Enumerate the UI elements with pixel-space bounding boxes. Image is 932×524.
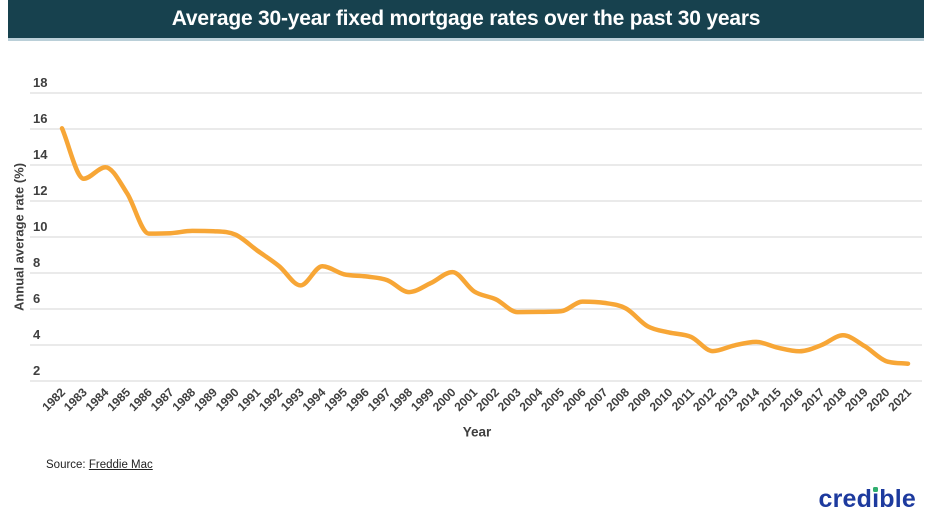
x-tick-label: 2004 [517, 385, 546, 414]
x-tick-label: 1999 [408, 385, 437, 414]
x-tick-label: 1990 [213, 385, 242, 414]
y-tick-label: 12 [33, 183, 47, 198]
x-tick-label: 2017 [799, 385, 828, 414]
source-label: Source: [46, 459, 86, 471]
x-tick-label: 2008 [603, 385, 632, 414]
x-tick-label: 2015 [755, 385, 784, 414]
x-tick-label: 1995 [321, 385, 350, 414]
y-axis-title: Annual average rate (%) [11, 162, 27, 312]
x-tick-label: 1994 [300, 385, 329, 414]
x-tick-label: 2016 [777, 385, 806, 414]
x-tick-label: 1986 [126, 385, 155, 414]
x-tick-label: 2009 [625, 385, 654, 414]
y-tick-label: 14 [33, 147, 48, 162]
x-tick-label: 1991 [235, 385, 264, 414]
x-tick-label: 1998 [386, 385, 415, 414]
x-axis-title: Year [462, 424, 492, 440]
x-tick-label: 2021 [885, 385, 914, 414]
x-tick-label: 2020 [864, 385, 893, 414]
y-tick-label: 2 [33, 363, 40, 378]
logo-i-green-dot: ı [872, 485, 880, 513]
x-tick-label: 2006 [560, 385, 589, 414]
x-tick-label: 1989 [191, 385, 220, 414]
x-tick-label: 1992 [256, 385, 285, 414]
x-tick-label: 1984 [83, 385, 112, 414]
x-tick-label: 1996 [343, 385, 372, 414]
x-tick-label: 1982 [39, 385, 68, 414]
y-tick-label: 10 [33, 219, 47, 234]
x-tick-label: 1997 [365, 385, 394, 414]
y-tick-label: 16 [33, 111, 47, 126]
x-tick-label: 2011 [669, 385, 698, 414]
x-tick-label: 2005 [538, 385, 567, 414]
x-tick-label: 2019 [842, 385, 871, 414]
x-tick-label: 1985 [104, 385, 133, 414]
y-tick-label: 8 [33, 255, 40, 270]
x-tick-label: 2001 [451, 385, 480, 414]
y-tick-label: 18 [33, 75, 47, 90]
source-link[interactable]: Freddie Mac [88, 459, 153, 471]
x-tick-label: 1988 [169, 385, 198, 414]
chart-title-bar: Average 30-year fixed mortgage rates ove… [8, 0, 924, 41]
logo-text-pre: cred [818, 485, 873, 513]
y-tick-label: 4 [33, 327, 41, 342]
logo-text-post: ble [879, 485, 916, 513]
x-tick-label: 2010 [647, 385, 676, 414]
credible-logo: credıble [819, 485, 917, 514]
x-tick-label: 2018 [820, 385, 849, 414]
source-note: Source: Freddie Mac [46, 459, 153, 471]
chart-title: Average 30-year fixed mortgage rates ove… [171, 7, 761, 30]
x-tick-label: 2002 [473, 385, 502, 414]
x-tick-label: 2013 [712, 385, 741, 414]
x-tick-label: 2014 [733, 385, 762, 414]
x-tick-label: 1983 [61, 385, 90, 414]
x-tick-label: 2012 [690, 385, 719, 414]
x-tick-label: 1993 [278, 385, 307, 414]
x-tick-label: 2003 [495, 385, 524, 414]
x-tick-label: 2000 [430, 385, 459, 414]
x-tick-label: 1987 [148, 385, 177, 414]
y-tick-label: 6 [33, 291, 40, 306]
x-tick-label: 2007 [582, 385, 611, 414]
rate-line [59, 126, 911, 366]
